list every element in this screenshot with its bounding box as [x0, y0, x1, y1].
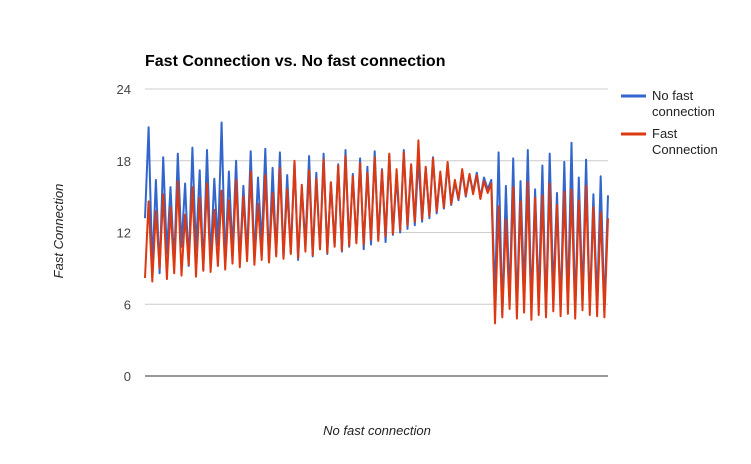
legend-label: Fast Connection [652, 126, 718, 157]
legend-item: Fast Connection [621, 126, 718, 157]
x-axis-title: No fast connection [323, 423, 431, 438]
plot-area [144, 121, 609, 325]
y-tick-label: 18 [117, 154, 131, 169]
y-tick-label: 24 [117, 82, 131, 97]
y-tick-label: 6 [124, 297, 131, 312]
legend-label: No fast connection [652, 88, 715, 119]
y-tick-label: 0 [124, 369, 131, 384]
y-axis-ticks: 0 6 12 18 24 [117, 82, 131, 384]
y-axis-title: Fast Connection [51, 184, 66, 279]
chart-title: Fast Connection vs. No fast connection [145, 53, 445, 70]
legend: No fast connection Fast Connection [621, 88, 718, 157]
legend-item: No fast connection [621, 88, 715, 119]
y-tick-label: 12 [117, 226, 131, 241]
series-line-fast-connection [144, 139, 609, 325]
